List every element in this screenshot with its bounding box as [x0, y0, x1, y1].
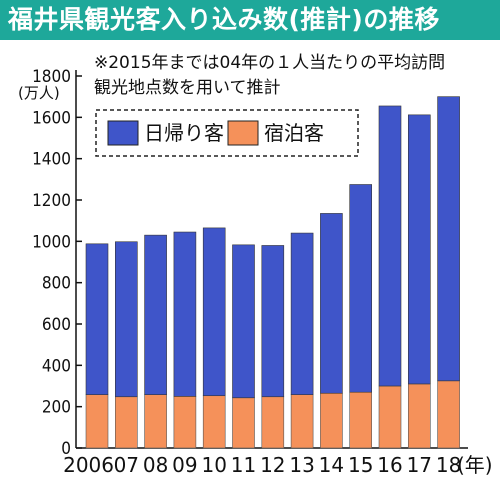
bar-overnight — [202, 395, 226, 449]
x-axis-unit: (年) — [457, 453, 493, 477]
legend-swatch-day-trip — [107, 120, 139, 146]
y-tick-label: 1000 — [32, 232, 71, 252]
bar-day-trip — [407, 114, 431, 385]
y-tick-label: 0 — [61, 439, 71, 459]
bar-day-trip — [115, 241, 138, 398]
y-tick-label: 1200 — [32, 191, 71, 211]
x-tick-label: 08 — [143, 453, 168, 477]
bar-overnight — [320, 392, 343, 449]
x-tick-label: 14 — [319, 453, 344, 477]
bar-overnight — [173, 396, 197, 449]
x-tick-label: 18 — [436, 453, 461, 477]
bar-overnight — [232, 397, 255, 449]
legend-swatch-overnight — [227, 120, 259, 146]
x-tick-label: 11 — [231, 453, 256, 477]
y-tick-label: 600 — [42, 315, 71, 335]
bar-overnight — [261, 396, 285, 449]
y-tick-label: 1400 — [32, 150, 71, 170]
bar-overnight — [85, 394, 109, 449]
legend-label-day-trip: 日帰り客 — [144, 121, 224, 145]
bar-day-trip — [290, 232, 314, 395]
legend-label-overnight: 宿泊客 — [264, 121, 324, 145]
bar-day-trip — [85, 243, 109, 395]
chart-title: 福井県観光客入り込み数(推計)の推移 — [0, 0, 500, 40]
chart-note-line-2: 観光地点数を用いて推計 — [94, 78, 281, 98]
bar-overnight — [407, 383, 431, 449]
bar-day-trip — [173, 231, 197, 397]
bar-day-trip — [320, 213, 343, 394]
bar-overnight — [378, 385, 402, 449]
legend-box — [95, 109, 359, 157]
x-tick-label: 16 — [377, 453, 402, 477]
bar-day-trip — [232, 244, 255, 399]
x-tick-label: 10 — [201, 453, 226, 477]
y-tick-label: 1800 — [32, 67, 71, 87]
y-tick-label: 1600 — [32, 108, 71, 128]
bar-overnight — [115, 396, 138, 449]
y-tick-label: 200 — [42, 398, 71, 418]
x-tick-label: 07 — [114, 453, 139, 477]
bar-day-trip — [437, 96, 460, 382]
bar-overnight — [144, 394, 167, 449]
x-tick-label: 2006 — [63, 453, 114, 477]
x-tick-label: 17 — [407, 453, 432, 477]
bar-day-trip — [349, 184, 373, 393]
bar-day-trip — [202, 227, 226, 397]
x-tick-label: 09 — [172, 453, 197, 477]
bar-overnight — [437, 380, 460, 449]
y-axis-unit: (万人) — [18, 84, 60, 102]
x-tick-label: 12 — [260, 453, 285, 477]
bar-day-trip — [378, 105, 402, 387]
bar-day-trip — [261, 245, 285, 398]
y-tick-label: 400 — [42, 356, 71, 376]
bar-overnight — [349, 391, 373, 449]
bar-day-trip — [144, 234, 167, 395]
x-tick-label: 13 — [289, 453, 314, 477]
bar-overnight — [290, 394, 314, 449]
y-tick-label: 800 — [42, 274, 71, 294]
chart-note-line-1: ※2015年までは04年の１人当たりの平均訪問 — [94, 53, 445, 73]
x-tick-label: 15 — [348, 453, 373, 477]
